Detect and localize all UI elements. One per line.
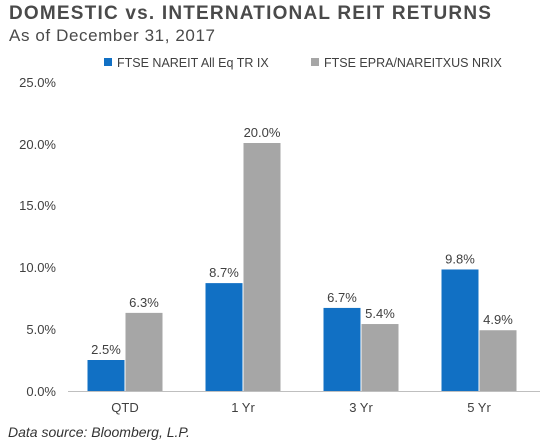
bar-series-1 bbox=[441, 269, 479, 391]
bar-series-1 bbox=[205, 283, 243, 391]
legend-swatch-series-2 bbox=[311, 58, 319, 66]
data-label-series-2: 6.3% bbox=[129, 295, 159, 310]
x-category-label: 5 Yr bbox=[467, 400, 491, 415]
data-label-series-2: 4.9% bbox=[483, 312, 513, 327]
legend-swatch-series-1 bbox=[104, 58, 112, 66]
x-category-label: QTD bbox=[111, 400, 138, 415]
x-category-label: 3 Yr bbox=[349, 400, 373, 415]
legend-label-series-1: FTSE NAREIT All Eq TR IX bbox=[117, 56, 269, 70]
data-labels: 2.5% 8.7% 6.7% 9.8% 6.3% 20.0% 5.4% 4.9% bbox=[91, 125, 513, 357]
x-category-label: 1 Yr bbox=[231, 400, 255, 415]
bar-series-2 bbox=[479, 330, 517, 391]
y-tick-label: 0.0% bbox=[26, 384, 56, 399]
bar-series-2 bbox=[243, 143, 281, 391]
bar-series-2 bbox=[361, 324, 399, 391]
y-tick-label: 10.0% bbox=[19, 260, 56, 275]
y-axis-ticks: 0.0% 5.0% 10.0% 15.0% 20.0% 25.0% bbox=[19, 75, 56, 399]
legend: FTSE NAREIT All Eq TR IX FTSE EPRA/NAREI… bbox=[104, 56, 502, 70]
bar-series-1 bbox=[323, 307, 361, 391]
y-tick-label: 5.0% bbox=[26, 322, 56, 337]
data-label-series-1: 6.7% bbox=[327, 290, 357, 305]
data-label-series-2: 5.4% bbox=[365, 306, 395, 321]
bar-series-2 bbox=[125, 312, 163, 391]
data-label-series-1: 9.8% bbox=[445, 251, 475, 266]
y-tick-label: 20.0% bbox=[19, 137, 56, 152]
data-source-note: Data source: Bloomberg, L.P. bbox=[8, 424, 190, 440]
chart-title: DOMESTIC vs. INTERNATIONAL REIT RETURNS bbox=[9, 3, 493, 24]
x-axis-categories: QTD 1 Yr 3 Yr 5 Yr bbox=[111, 400, 491, 415]
data-label-series-1: 8.7% bbox=[209, 265, 239, 280]
y-tick-label: 15.0% bbox=[19, 198, 56, 213]
y-tick-label: 25.0% bbox=[19, 75, 56, 90]
bar-series-1 bbox=[87, 360, 125, 391]
legend-label-series-2: FTSE EPRA/NAREITXUS NRIX bbox=[324, 56, 502, 70]
chart-subtitle: As of December 31, 2017 bbox=[9, 26, 216, 45]
data-label-series-1: 2.5% bbox=[91, 342, 121, 357]
bars bbox=[87, 143, 517, 391]
data-label-series-2: 20.0% bbox=[244, 125, 281, 140]
